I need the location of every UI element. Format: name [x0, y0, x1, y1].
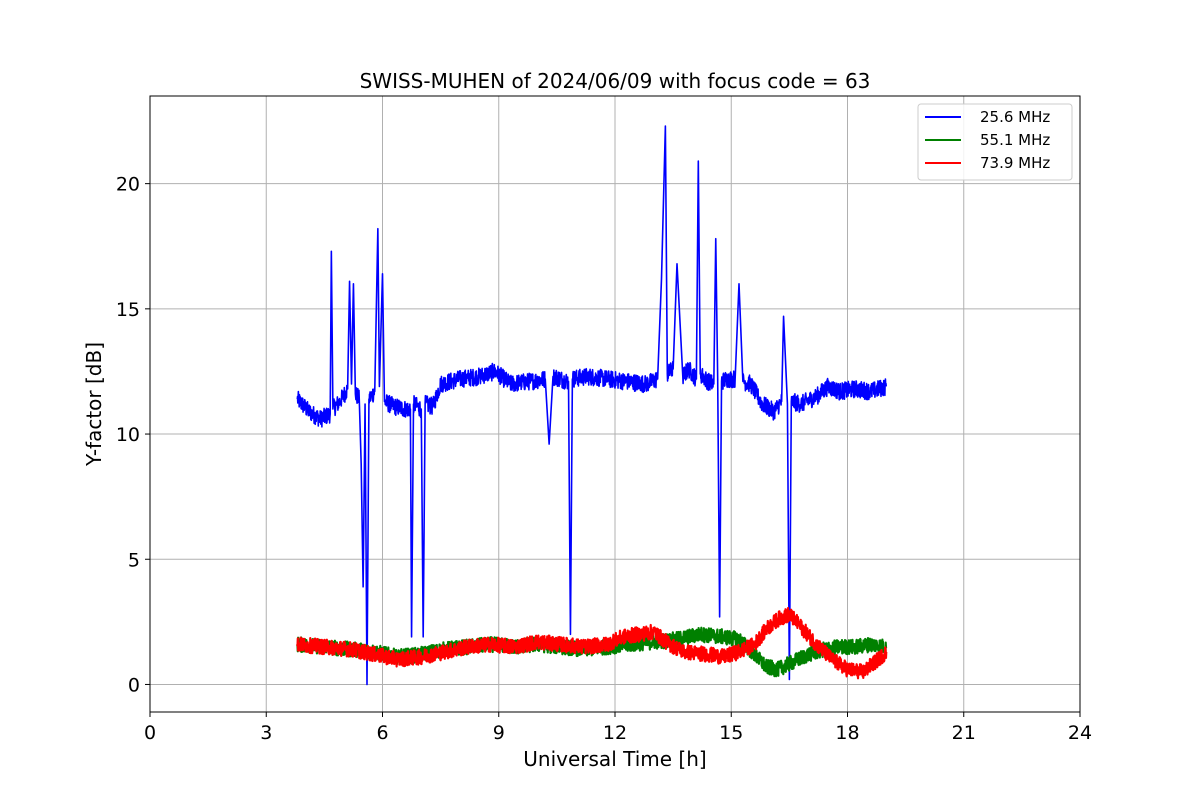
y-tick-label: 15 [116, 299, 140, 321]
y-tick-label: 0 [128, 674, 140, 696]
x-tick-label: 18 [835, 722, 859, 744]
series-layer [296, 125, 888, 686]
y-axis-label: Y-factor [dB] [82, 342, 106, 467]
y-tick-label: 20 [116, 174, 140, 196]
x-tick-label: 3 [260, 722, 272, 744]
y-tick-label: 5 [128, 549, 140, 571]
x-tick-label: 15 [719, 722, 743, 744]
chart-title: SWISS-MUHEN of 2024/06/09 with focus cod… [360, 69, 871, 93]
x-tick-label: 24 [1068, 722, 1092, 744]
legend-entry: 73.9 MHz [980, 154, 1050, 172]
series-line-2 [296, 606, 888, 680]
legend-entry: 25.6 MHz [980, 108, 1050, 126]
x-tick-label: 0 [144, 722, 156, 744]
x-tick-label: 21 [952, 722, 976, 744]
x-tick-label: 12 [603, 722, 627, 744]
ticks: 0 3 6 9 12 15 18 21 24 0 5 10 15 20 [116, 174, 1092, 744]
x-axis-label: Universal Time [h] [523, 747, 706, 771]
legend: 25.6 MHz 55.1 MHz 73.9 MHz [917, 103, 1073, 181]
y-tick-label: 10 [116, 424, 140, 446]
series-line-0 [296, 125, 888, 686]
x-tick-label: 6 [376, 722, 388, 744]
grid [149, 96, 1081, 712]
x-tick-label: 9 [493, 722, 505, 744]
legend-entry: 55.1 MHz [980, 131, 1050, 149]
legend-box [917, 103, 1073, 181]
